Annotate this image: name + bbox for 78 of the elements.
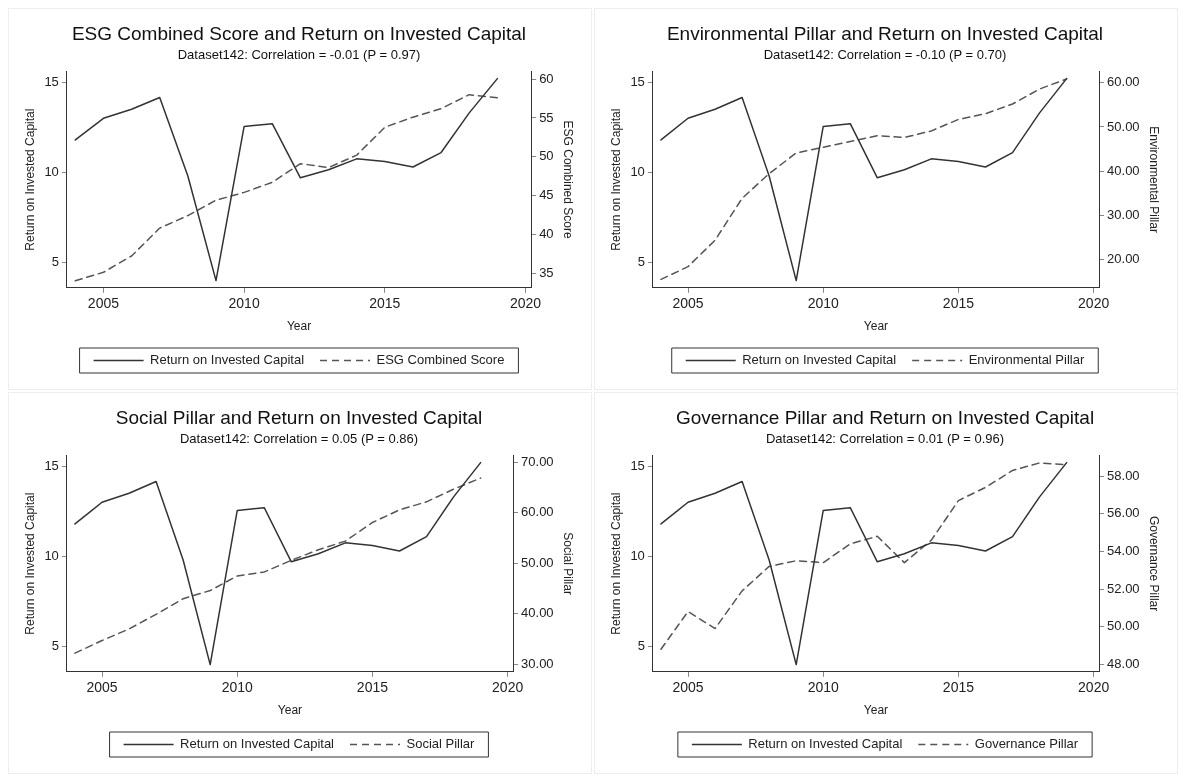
y-tick-label: 5 [51, 254, 59, 270]
y-tick-label: 15 [630, 73, 645, 89]
chart-title: Governance Pillar and Return on Invested Capital [675, 406, 1095, 428]
y-tick-label: 10 [630, 163, 645, 179]
legend-label: Governance Pillar [974, 736, 1079, 752]
chart-subtitle: Dataset142: Correlation = -0.01 (P = 0.97) [177, 47, 421, 63]
y2-tick-label: 50.00 [1107, 118, 1140, 134]
y2-tick-label: 60.00 [1107, 74, 1140, 90]
y2-tick-label: 54.00 [1107, 542, 1140, 558]
x-tick-label: 2015 [942, 679, 975, 696]
legend-label: Environmental Pillar [968, 352, 1085, 368]
y2-tick-label: 40.00 [521, 605, 554, 621]
y-tick-label: 5 [637, 254, 645, 270]
y-tick-label: 10 [44, 547, 59, 563]
y-tick-label: 15 [630, 457, 645, 473]
y2-tick-label: 52.00 [1107, 580, 1140, 596]
y2-tick-label: 48.00 [1107, 655, 1140, 671]
x-axis-title: Year [277, 703, 303, 718]
y-tick-label: 15 [44, 457, 59, 473]
x-tick-label: 2020 [492, 679, 524, 696]
y-axis-title: Return on Invested Capital [22, 492, 37, 635]
legend-label: Return on Invested Capital [180, 736, 335, 752]
y-tick-label: 10 [44, 163, 59, 179]
chart-title: Social Pillar and Return on Invested Capital [115, 406, 483, 428]
x-tick-label: 2020 [509, 295, 542, 312]
y2-tick-label: 56.00 [1107, 505, 1140, 521]
chart-subtitle: Dataset142: Correlation = 0.01 (P = 0.96) [765, 431, 1005, 447]
y2-tick-label: 55 [539, 109, 554, 125]
legend-label: Social Pillar [406, 736, 476, 752]
y2-axis-title: Environmental Pillar [1147, 126, 1162, 233]
x-axis-title: Year [286, 319, 312, 334]
legend-label: Return on Invested Capital [150, 352, 305, 368]
x-tick-label: 2020 [1078, 295, 1110, 312]
y2-tick-label: 40 [539, 225, 554, 241]
y2-tick-label: 50.00 [521, 554, 554, 570]
chart-title: ESG Combined Score and Return on Invested Capital [71, 22, 527, 44]
legend-label: ESG Combined Score [376, 352, 505, 368]
y2-tick-label: 30.00 [1107, 206, 1140, 222]
y2-tick-label: 60 [539, 70, 554, 86]
x-tick-label: 2005 [87, 295, 120, 312]
y-axis-title: Return on Invested Capital [22, 108, 37, 251]
legend-label: Return on Invested Capital [748, 736, 903, 752]
y2-axis-title: ESG Combined Score [561, 120, 576, 239]
x-tick-label: 2005 [672, 295, 704, 312]
y2-tick-label: 20.00 [1107, 250, 1140, 266]
y2-tick-label: 45 [539, 187, 554, 203]
y2-axis-title: Social Pillar [561, 532, 576, 595]
y2-tick-label: 30.00 [521, 655, 554, 671]
y2-axis-title: Governance Pillar [1147, 515, 1162, 612]
y-tick-label: 10 [630, 547, 645, 563]
x-tick-label: 2020 [1078, 679, 1110, 696]
y2-tick-label: 70.00 [521, 454, 554, 470]
legend-label: Return on Invested Capital [742, 352, 897, 368]
x-tick-label: 2010 [807, 295, 840, 312]
y2-tick-label: 60.00 [521, 504, 554, 520]
y-tick-label: 5 [51, 638, 59, 654]
x-tick-label: 2010 [221, 679, 254, 696]
y-tick-label: 5 [637, 638, 645, 654]
x-axis-title: Year [863, 703, 889, 718]
y-axis-title: Return on Invested Capital [608, 492, 623, 635]
y2-tick-label: 40.00 [1107, 162, 1140, 178]
x-tick-label: 2015 [369, 295, 401, 312]
y2-tick-label: 35 [539, 264, 554, 280]
x-tick-label: 2015 [356, 679, 389, 696]
x-tick-label: 2005 [672, 679, 704, 696]
x-tick-label: 2005 [86, 679, 118, 696]
x-tick-label: 2015 [942, 295, 975, 312]
chart-subtitle: Dataset142: Correlation = 0.05 (P = 0.86) [179, 431, 419, 447]
y2-tick-label: 50 [539, 148, 554, 164]
y-tick-label: 15 [44, 73, 59, 89]
y2-tick-label: 50.00 [1107, 618, 1140, 634]
y-axis-title: Return on Invested Capital [608, 108, 623, 251]
chart-title: Environmental Pillar and Return on Invested Capital [666, 22, 1104, 44]
x-axis-title: Year [863, 319, 889, 334]
chart-subtitle: Dataset142: Correlation = -0.10 (P = 0.70) [763, 47, 1007, 63]
x-tick-label: 2010 [228, 295, 260, 312]
x-tick-label: 2010 [807, 679, 840, 696]
y2-tick-label: 58.00 [1107, 467, 1140, 483]
